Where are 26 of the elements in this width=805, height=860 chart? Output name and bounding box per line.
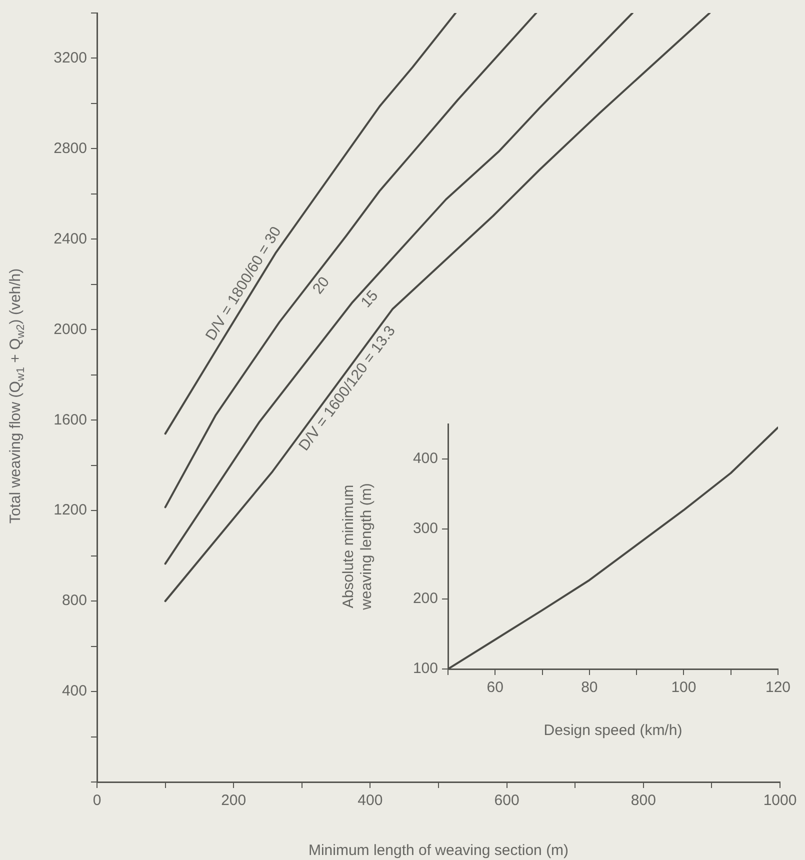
y-tick-label: 400 [412,450,438,468]
x-tick-label: 120 [765,679,791,696]
x-axis-title: Design speed (km/h) [544,722,682,740]
y-axis-title: Absolute minimum weaving length (m) [340,483,376,611]
x-tick-label: 200 [221,792,246,810]
x-tick-label: 400 [358,792,383,810]
x-tick-label: 600 [494,792,520,810]
text: 20 [309,274,334,298]
x-tick-label: 1000 [763,792,797,810]
y-tick-label: 300 [412,520,438,538]
y-tick-label: 3200 [54,49,87,66]
x-tick-label: 100 [671,679,696,696]
y-tick-label: 800 [62,592,87,610]
x-tick-label: 0 [92,792,102,810]
y-tick-label: 1200 [54,502,87,519]
x-tick-label: 800 [630,792,656,810]
y-tick-label: 2000 [54,320,87,338]
y-tick-label: 200 [412,590,438,608]
x-tick-label: 60 [486,679,504,696]
y-tick-label: 1600 [54,411,87,428]
y-tick-label: 2800 [54,140,87,157]
text: 15 [358,287,382,312]
x-tick-label: 80 [581,679,598,696]
y-tick-label: 100 [412,660,438,678]
x-axis-title: Minimum length of weaving section (m) [308,842,569,860]
y-tick-label: 2400 [54,230,87,248]
